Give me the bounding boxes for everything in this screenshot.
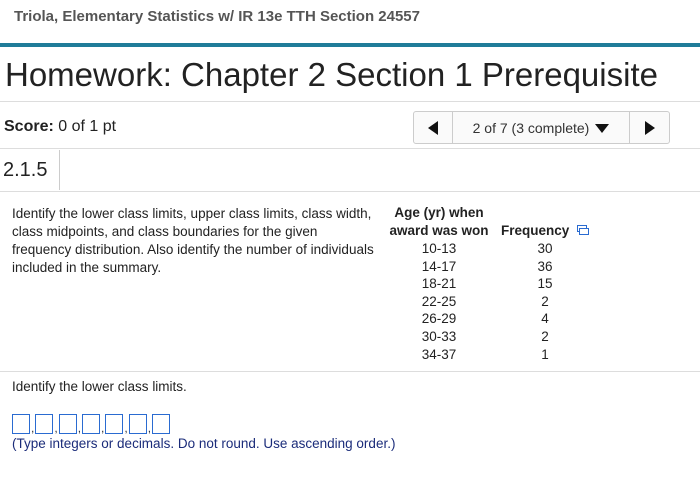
answer-boxes: ,,,,,, [12,414,171,435]
answer-box[interactable] [82,414,101,434]
answer-box[interactable] [12,414,30,434]
header-text: Frequency [501,223,570,238]
answer-box[interactable] [35,414,54,434]
position-text: 2 of 7 (3 complete) [472,119,590,136]
table-row: 10-13 30 [383,240,595,258]
divider [0,191,700,192]
separator: , [101,421,105,435]
age-class: 18-21 [421,276,457,292]
table-row: 30-33 2 [383,328,595,346]
score: Score: 0 of 1 pt [4,118,116,136]
prev-button[interactable] [414,112,453,143]
question-text: Identify the lower class limits, upper c… [12,206,374,275]
prev-icon [428,120,438,135]
dropdown-icon [595,123,610,133]
table-row: 14-17 36 [383,258,595,276]
answer-box[interactable] [58,414,77,434]
question-nav: 2 of 7 (3 complete) [413,111,670,144]
page-title: Homework: Chapter 2 Section 1 Prerequisi… [5,56,658,93]
frequency: 2 [541,293,549,309]
header-bar [0,43,700,47]
separator: , [124,421,128,435]
frequency: 30 [537,241,553,256]
score-value: 0 of 1 pt [58,118,117,135]
frequency: 2 [541,328,549,344]
answer-box[interactable] [105,414,124,434]
separator: , [54,421,58,435]
divider [0,101,700,102]
next-button[interactable] [629,112,670,143]
next-icon [645,120,655,135]
frequency: 4 [541,311,549,327]
answer-box[interactable] [152,414,171,434]
divider [0,371,700,372]
table-row: 34-37 1 [383,346,595,364]
frequency-table: Age (yr) when award was won Frequency 10… [383,204,595,363]
instruction: (Type integers or decimals. Do not round… [12,436,396,451]
frequency: 15 [537,276,553,292]
table-header: Frequency [495,204,595,240]
divider [0,148,700,149]
question-id: 2.1.5 [0,150,60,190]
frequency: 1 [541,346,549,362]
course-title: Triola, Elementary Statistics w/ IR 13e … [14,8,420,25]
table-row: 18-21 15 [383,275,595,293]
question-dropdown[interactable]: 2 of 7 (3 complete) [453,112,629,143]
age-class: 22-25 [421,293,457,309]
score-label: Score: [4,118,54,135]
table-header: Age (yr) when award was won [389,205,489,238]
separator: , [77,421,82,435]
prompt: Identify the lower class limits. [12,379,187,394]
answer-box[interactable] [128,414,147,434]
separator: , [31,421,35,435]
separator: , [147,421,152,435]
age-class: 10-13 [421,241,457,256]
copy-icon[interactable] [577,225,590,235]
table-row: 22-25 2 [383,293,595,311]
age-class: 14-17 [421,258,457,274]
frequency: 36 [537,258,553,274]
age-class: 34-37 [421,346,457,362]
table-row: 26-29 4 [383,310,595,328]
table-body: 10-13 30 14-17 36 18-21 15 22-25 2 26-29 4 30-33 2 3… [383,240,595,363]
age-class: 26-29 [421,311,457,327]
age-class: 30-33 [421,328,457,344]
